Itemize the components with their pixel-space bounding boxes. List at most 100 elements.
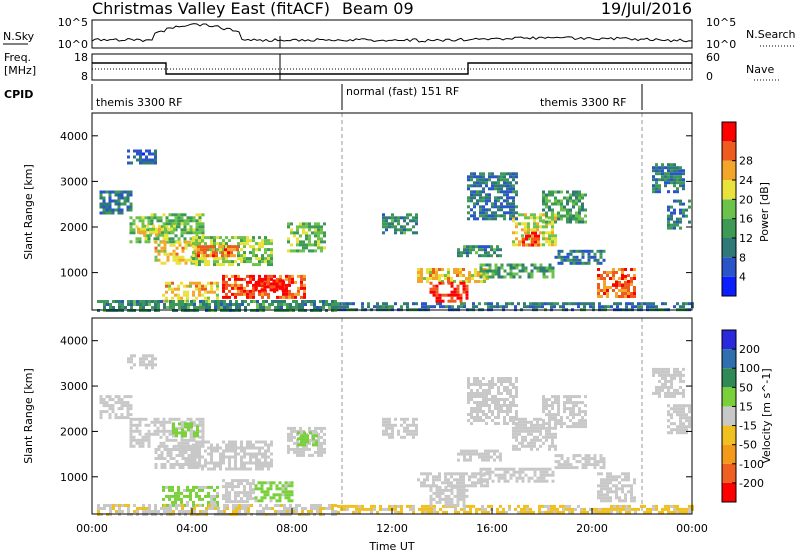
heatmap-cell-8 — [257, 487, 261, 491]
heatmap-cell-5 — [210, 242, 213, 246]
heatmap-cell-4 — [154, 466, 158, 469]
heatmap-cell-20 — [506, 205, 509, 209]
heatmap-cell-12 — [553, 504, 556, 508]
heatmap-cell-8 — [288, 289, 291, 293]
heatmap-cell-18 — [524, 225, 527, 229]
heatmap-cell-21 — [581, 466, 585, 470]
heatmap-cell-22 — [557, 261, 561, 265]
heatmap-cell-21 — [575, 190, 578, 194]
heatmap-cell-15 — [432, 284, 436, 288]
heatmap-cell-5 — [222, 257, 225, 261]
heatmap-cell-12 — [640, 305, 643, 309]
heatmap-cell-13 — [397, 222, 400, 226]
heatmap-cell-10 — [323, 246, 326, 250]
heatmap-cell-19 — [467, 380, 470, 383]
heatmap-cell-22 — [597, 484, 600, 488]
heatmap-cell-1 — [151, 354, 154, 358]
heatmap-cell-2 — [144, 423, 148, 427]
heatmap-cell-21 — [575, 214, 578, 218]
heatmap-cell-8 — [234, 286, 237, 290]
heatmap-cell-6 — [213, 497, 216, 501]
heatmap-cell-16 — [509, 272, 513, 276]
heatmap-cell-14 — [471, 484, 474, 488]
heatmap-cell-7 — [246, 497, 249, 501]
heatmap-cell-1 — [154, 149, 157, 153]
heatmap-cell-2 — [201, 222, 205, 226]
heatmap-cell-1 — [139, 363, 142, 367]
heatmap-cell-11 — [331, 507, 334, 510]
heatmap-cell-7 — [204, 287, 207, 291]
heatmap-cell-22 — [599, 255, 603, 259]
heatmap-cell-17 — [487, 455, 490, 459]
freq-label: Freq. — [4, 51, 31, 64]
heatmap-cell-1 — [145, 366, 148, 370]
heatmap-cell-15 — [447, 293, 451, 297]
heatmap-cell-5 — [267, 461, 270, 465]
heatmap-cell-22 — [581, 252, 585, 256]
heatmap-cell-8 — [237, 292, 240, 296]
heatmap-cell-13 — [412, 219, 415, 223]
heatmap-cell-18 — [539, 243, 542, 247]
heatmap-cell-18 — [524, 444, 527, 448]
heatmap-cell-18 — [521, 423, 524, 427]
heatmap-cell-6 — [206, 254, 209, 258]
heatmap-cell-20 — [467, 184, 470, 188]
heatmap-cell-23 — [621, 271, 624, 274]
heatmap-cell-9 — [317, 441, 320, 445]
heatmap-cell-20 — [575, 395, 578, 399]
heatmap-cell-21 — [566, 220, 569, 224]
heatmap-cell-17 — [475, 449, 478, 453]
heatmap-cell-16 — [527, 476, 531, 480]
heatmap-cell-2 — [183, 228, 187, 232]
heatmap-cell-20 — [512, 199, 515, 203]
heatmap-cell-11 — [295, 306, 298, 309]
heatmap-cell-11 — [289, 306, 292, 309]
heatmap-cell-16 — [521, 269, 525, 273]
heatmap-cell-11 — [265, 504, 268, 507]
heatmap-cell-7 — [228, 497, 231, 501]
heatmap-cell-22 — [581, 261, 585, 265]
heatmap-cell-8 — [234, 277, 237, 281]
heatmap-cell-19 — [482, 401, 485, 404]
heatmap-cell-5 — [240, 248, 243, 252]
heatmap-cell-7 — [201, 284, 204, 288]
heatmap-cell-22 — [599, 261, 603, 265]
heatmap-cell-9 — [290, 438, 293, 442]
heatmap-cell-10 — [320, 237, 323, 241]
heatmap-cell-13 — [415, 429, 418, 433]
heatmap-cell-21 — [584, 220, 587, 224]
heatmap-cell-9 — [311, 453, 314, 457]
heatmap-cell-19 — [503, 410, 506, 413]
heatmap-cell-12 — [547, 504, 550, 508]
heatmap-cell-8 — [279, 274, 282, 278]
heatmap-cell-24 — [624, 280, 627, 284]
heatmap-cell-2 — [165, 216, 169, 220]
heatmap-cell-10 — [290, 228, 293, 232]
heatmap-cell-19 — [470, 395, 473, 398]
heatmap-cell-16 — [545, 266, 549, 270]
heatmap-cell-15 — [450, 491, 454, 495]
heatmap-cell-12 — [424, 504, 427, 508]
heatmap-cell-11 — [166, 507, 169, 510]
heatmap-cell-23 — [597, 292, 600, 295]
heatmap-cell-22 — [569, 258, 573, 262]
heatmap-cell-2 — [132, 429, 136, 433]
heatmap-cell-20 — [566, 395, 569, 399]
heatmap-cell-21 — [575, 211, 578, 215]
heatmap-cell-14 — [459, 472, 462, 476]
heatmap-cell-15 — [462, 500, 466, 504]
heatmap-cell-4 — [160, 246, 164, 250]
heatmap-cell-14 — [453, 268, 456, 271]
heatmap-cell-9 — [305, 444, 308, 448]
heatmap-cell-17 — [490, 254, 493, 258]
heatmap-cell-14 — [435, 475, 438, 479]
heatmap-cell-15 — [429, 497, 433, 501]
heatmap-cell-22 — [627, 484, 630, 488]
heatmap-cell-3 — [149, 233, 152, 237]
heatmap-cell-11 — [238, 306, 241, 309]
heatmap-cell-4 — [169, 451, 173, 454]
heatmap-cell-20 — [476, 199, 479, 203]
heatmap-cell-13 — [382, 432, 385, 436]
heatmap-cell-23 — [652, 367, 655, 371]
heatmap-cell-21 — [566, 214, 569, 218]
